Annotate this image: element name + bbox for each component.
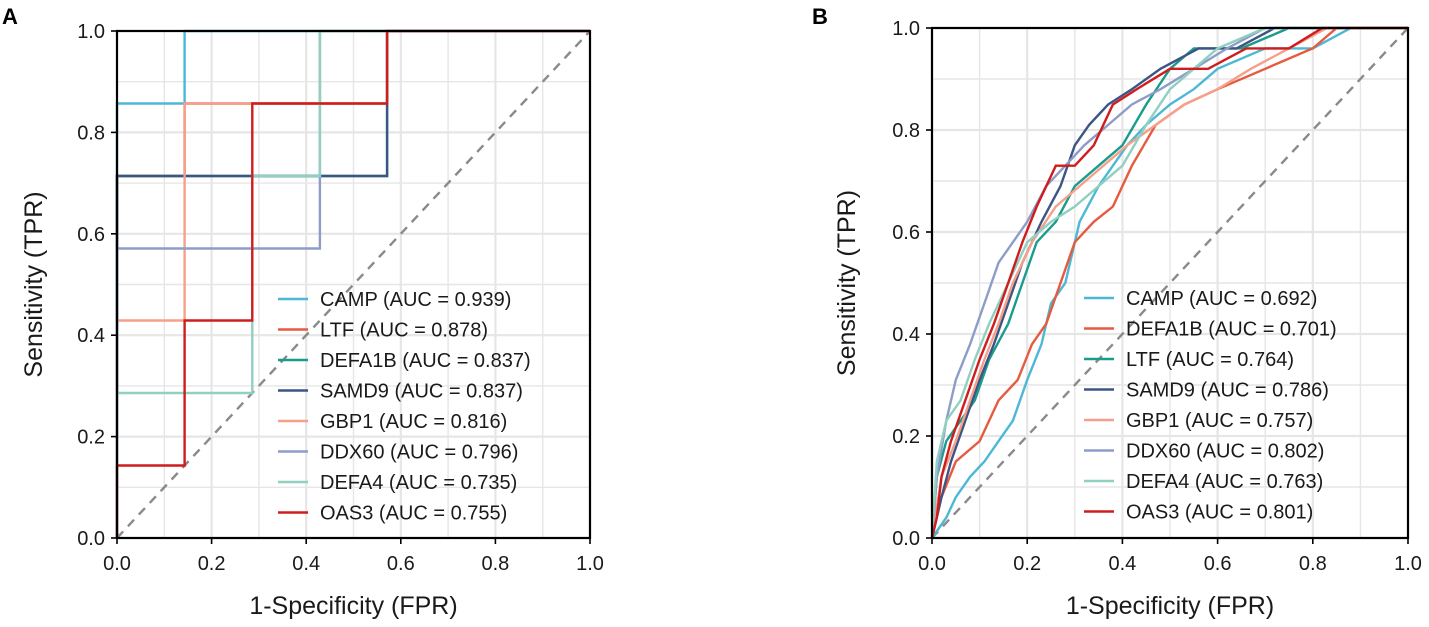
roc-curve-defa4 <box>930 26 1408 539</box>
x-tick-label: 0.6 <box>1204 553 1232 575</box>
legend-item-camp: CAMP (AUC = 0.939) <box>278 289 511 311</box>
legend-item-defa1b: DEFA1B (AUC = 0.837) <box>278 350 531 372</box>
legend-label: CAMP (AUC = 0.692) <box>1126 288 1317 310</box>
y-tick-label: 1.0 <box>77 21 105 43</box>
x-tick-label: 0.8 <box>481 553 509 575</box>
legend-label: DEFA1B (AUC = 0.837) <box>320 350 531 372</box>
legend: CAMP (AUC = 0.692) DEFA1B (AUC = 0.701) LT… <box>1084 288 1337 524</box>
diagonal-reference-line <box>931 27 1409 539</box>
legend-label: CAMP (AUC = 0.939) <box>320 289 511 311</box>
y-tick-label: 0.2 <box>892 426 920 448</box>
legend-label: LTF (AUC = 0.878) <box>320 320 488 342</box>
tick-labels: 0.0 0.2 0.4 0.6 0.8 1.0 0.0 0.2 0.4 0.6 0.8 1.0 <box>77 21 604 575</box>
y-tick-label: 1.0 <box>892 18 920 40</box>
legend-item-defa4: DEFA4 (AUC = 0.735) <box>278 472 517 494</box>
roc-curve-camp <box>931 26 1408 539</box>
legend-item-samd9: SAMD9 (AUC = 0.786) <box>1084 380 1329 402</box>
y-tick-label: 0.8 <box>892 120 920 142</box>
legend-label: OAS3 (AUC = 0.755) <box>320 503 507 525</box>
x-axis-label: 1-Specificity (FPR) <box>1066 592 1274 620</box>
legend-item-defa1b: DEFA1B (AUC = 0.701) <box>1084 319 1337 341</box>
y-tick-label: 0.6 <box>892 222 920 244</box>
x-tick-label: 0.6 <box>387 553 415 575</box>
legend-item-ddx60: DDX60 (AUC = 0.802) <box>1084 441 1324 463</box>
legend-item-camp: CAMP (AUC = 0.692) <box>1084 288 1317 310</box>
legend-item-defa4: DEFA4 (AUC = 0.763) <box>1084 471 1323 493</box>
x-tick-label: 1.0 <box>1394 553 1422 575</box>
legend-item-ddx60: DDX60 (AUC = 0.796) <box>278 442 518 464</box>
legend-item-samd9: SAMD9 (AUC = 0.837) <box>278 381 523 403</box>
plot-frame <box>115 29 592 540</box>
legend-label: DDX60 (AUC = 0.796) <box>320 442 518 464</box>
y-tick-label: 0.6 <box>77 224 105 246</box>
roc-curve-samd9 <box>930 26 1408 539</box>
x-axis-label: 1-Specificity (FPR) <box>249 592 457 620</box>
y-axis-label: Sensitivity (TPR) <box>20 191 48 377</box>
legend-label: OAS3 (AUC = 0.801) <box>1126 502 1313 524</box>
legend-item-oas3: OAS3 (AUC = 0.755) <box>278 503 507 525</box>
y-tick-label: 0.4 <box>892 324 920 346</box>
legend-label: DEFA1B (AUC = 0.701) <box>1126 319 1337 341</box>
panel-letter: B <box>812 4 828 29</box>
panel-letter: A <box>2 4 18 29</box>
x-tick-label: 0.0 <box>918 553 946 575</box>
legend-label: SAMD9 (AUC = 0.837) <box>320 381 523 403</box>
y-axis-label: Sensitivity (TPR) <box>833 190 861 376</box>
roc-curve-oas3 <box>930 26 1408 539</box>
legend-label: GBP1 (AUC = 0.816) <box>320 411 507 433</box>
legend-item-gbp1: GBP1 (AUC = 0.816) <box>278 411 507 433</box>
tick-labels: 0.0 0.2 0.4 0.6 0.8 1.0 0.0 0.2 0.4 0.6 0.8 1.0 <box>892 18 1422 575</box>
roc-curve-defa1b <box>930 26 1408 539</box>
legend-label: LTF (AUC = 0.764) <box>1126 349 1294 371</box>
roc-curves <box>930 26 1408 539</box>
plot-frame <box>930 26 1410 540</box>
legend-label: GBP1 (AUC = 0.757) <box>1126 410 1313 432</box>
panel-a-roc-chart: A 0.0 0.2 0.4 0.6 0.8 1.0 0.0 0.2 0.4 0.6 0.8 1.0 1-S… <box>2 4 604 620</box>
x-tick-label: 0.0 <box>103 553 131 575</box>
legend-item-ltf: LTF (AUC = 0.878) <box>278 320 488 342</box>
x-tick-label: 0.2 <box>1013 553 1041 575</box>
legend-item-gbp1: GBP1 (AUC = 0.757) <box>1084 410 1313 432</box>
roc-curve-gbp1 <box>930 26 1408 539</box>
x-tick-label: 0.4 <box>292 553 320 575</box>
y-tick-label: 0.0 <box>892 528 920 550</box>
legend: CAMP (AUC = 0.939) LTF (AUC = 0.878) DEFA1… <box>278 289 531 525</box>
y-tick-label: 0.4 <box>77 325 105 347</box>
x-tick-label: 0.2 <box>198 553 226 575</box>
x-tick-label: 0.8 <box>1299 553 1327 575</box>
x-tick-label: 1.0 <box>576 553 604 575</box>
panel-b-roc-chart: B 0.0 0.2 0.4 0.6 0.8 1.0 0.0 0.2 0.4 0.6 0.8 1.0 1-S… <box>812 4 1422 620</box>
legend-item-oas3: OAS3 (AUC = 0.801) <box>1084 502 1313 524</box>
legend-label: DEFA4 (AUC = 0.735) <box>320 472 517 494</box>
legend-label: DDX60 (AUC = 0.802) <box>1126 441 1324 463</box>
roc-curve-oas3 <box>115 29 590 538</box>
legend-label: SAMD9 (AUC = 0.786) <box>1126 380 1329 402</box>
legend-item-ltf: LTF (AUC = 0.764) <box>1084 349 1294 371</box>
y-tick-label: 0.2 <box>77 427 105 449</box>
diagonal-reference-line <box>116 30 591 539</box>
y-tick-label: 0.8 <box>77 122 105 144</box>
legend-label: DEFA4 (AUC = 0.763) <box>1126 471 1323 493</box>
y-tick-label: 0.0 <box>77 528 105 550</box>
x-tick-label: 0.4 <box>1108 553 1136 575</box>
